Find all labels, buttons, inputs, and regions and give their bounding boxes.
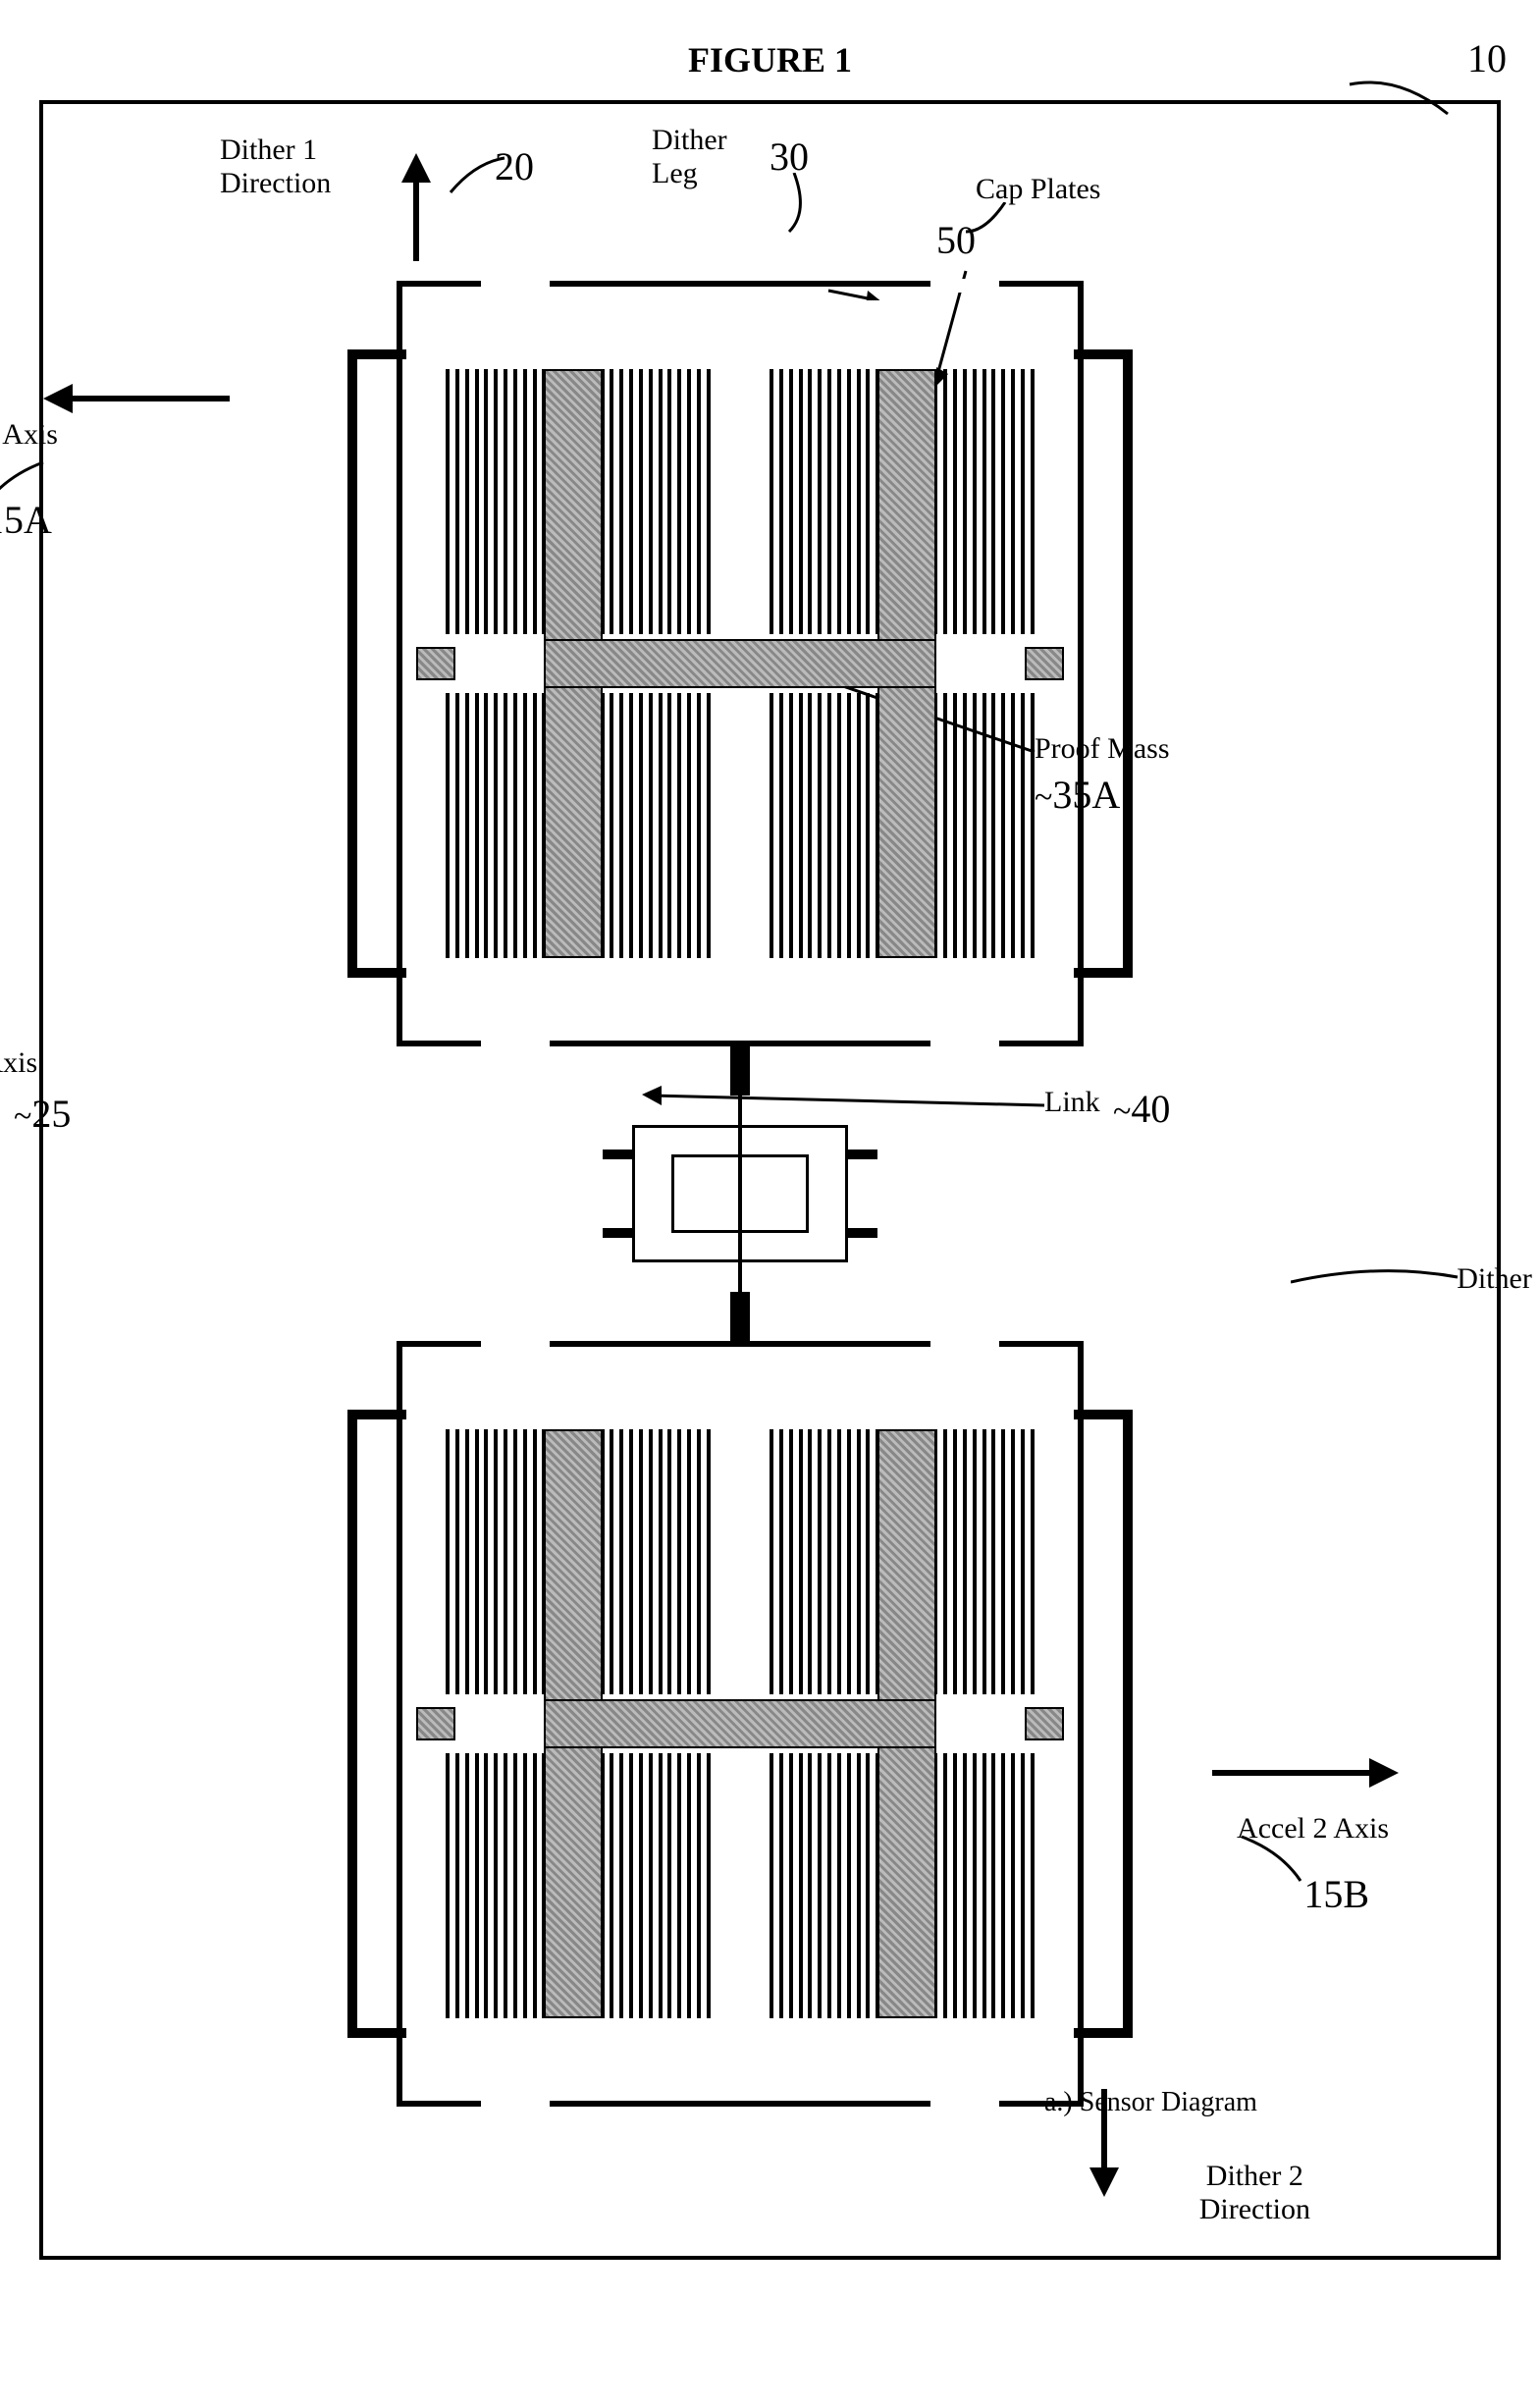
refnum-accel2: 15B <box>1303 1871 1369 1917</box>
gyro-axis-label: Gyro Axis <box>0 1046 37 1080</box>
dither-leg-1-right <box>1123 349 1133 978</box>
figure-title: FIGURE 1 <box>39 39 1501 80</box>
sensor-assembly <box>298 281 1182 2107</box>
accel1-arrow <box>43 359 239 438</box>
leader-15b <box>1232 1832 1310 1891</box>
refnum-gyro: ~25 <box>14 1091 71 1137</box>
dither1-arrow <box>377 153 455 271</box>
accel2-arrow <box>1202 1734 1399 1812</box>
dither-leg-label: Dither Leg <box>652 124 727 190</box>
dither2-label: Dither 2 Direction <box>1199 2160 1310 2226</box>
outer-frame: 10 Gyro Axis ~25 Accel 1 Axis 15A Accel … <box>39 100 1501 2260</box>
leader-15a <box>0 457 53 516</box>
leader-10 <box>1340 75 1458 134</box>
dither-leg-2-right <box>1123 1410 1133 2038</box>
link <box>632 1096 848 1292</box>
cap-plates-2 <box>446 1429 1035 2018</box>
leader-45 <box>1291 1253 1467 1311</box>
dither-leg-1-left <box>347 349 357 978</box>
dither1-label: Dither 1 Direction <box>220 134 331 200</box>
cap-plates-1 <box>446 369 1035 958</box>
dither-leg-2-left <box>347 1410 357 2038</box>
caption: a.) Sensor Diagram <box>1044 2087 1257 2118</box>
dither-frame-label: Dither Frame <box>1457 1262 1540 1296</box>
cap-plates-label: Cap Plates <box>976 173 1101 206</box>
leader-20 <box>446 153 514 202</box>
refnum-assembly: 10 <box>1467 35 1507 81</box>
